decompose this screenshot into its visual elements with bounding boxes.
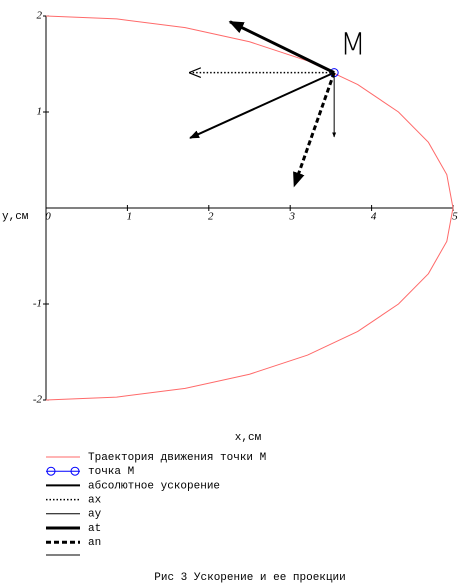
legend-label: точка M	[88, 466, 134, 478]
legend-label: ay	[88, 509, 102, 521]
legend-marker	[46, 466, 56, 476]
legend-label: абсолютное ускорение	[88, 479, 220, 492]
legend-label: ax	[88, 495, 102, 507]
legend-label: at	[88, 523, 101, 535]
y-axis-label: y,см	[2, 211, 29, 223]
caption: Рис 3 Ускорение и ее проекции	[154, 572, 345, 584]
x-tick-label: 0	[45, 211, 51, 223]
x-tick-label: 2	[208, 211, 214, 223]
y-tick-label: 1	[37, 106, 43, 118]
vector	[292, 72, 336, 188]
trajectory	[45, 15, 454, 401]
x-tick-label: 3	[288, 211, 295, 223]
x-tick-label: 4	[371, 211, 377, 223]
point-label: M	[340, 28, 366, 63]
legend-marker	[70, 466, 80, 476]
legend-label: Траектория движения точки M	[88, 452, 266, 464]
vector	[189, 71, 335, 139]
x-tick-label: 5	[452, 211, 458, 223]
x-tick-label: 1	[127, 211, 133, 223]
vector	[228, 20, 335, 74]
y-tick-label: -2	[33, 394, 43, 406]
legend-label: an	[88, 537, 101, 549]
x-axis-label: x,см	[235, 432, 262, 444]
y-tick-label: 2	[37, 10, 43, 22]
y-tick-label: -1	[33, 298, 42, 310]
